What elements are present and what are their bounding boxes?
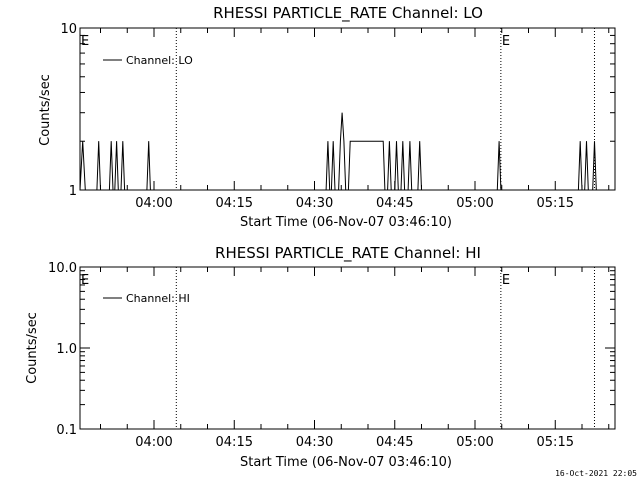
chart-title-hi: RHESSI PARTICLE_RATE Channel: HI xyxy=(215,244,481,263)
legend-label-lo: Channel: LO xyxy=(126,54,193,67)
event-marker-label: E xyxy=(81,273,89,288)
event-marker-label: E xyxy=(502,34,510,49)
y-ticks-hi: 10.0 1.0 0.1 xyxy=(48,261,615,438)
y-tick-label: 10 xyxy=(60,22,77,37)
series-line xyxy=(79,112,597,191)
x-axis-label-lo: Start Time (06-Nov-07 03:46:10) xyxy=(240,215,452,230)
x-tick-label: 04:15 xyxy=(216,196,253,211)
y-tick-label: 0.1 xyxy=(56,423,77,438)
y-ticks-lo: 1 10 xyxy=(60,22,615,199)
chart-title-lo: RHESSI PARTICLE_RATE Channel: LO xyxy=(213,4,483,23)
plot-frame-lo xyxy=(79,27,616,191)
x-tick-label: 05:00 xyxy=(456,196,493,211)
panel-lo: RHESSI PARTICLE_RATE Channel: LO Counts/… xyxy=(38,4,616,230)
x-tick-label: 05:00 xyxy=(456,435,493,450)
x-ticks-lo: 04:00 04:15 04:30 04:45 05:00 05:15 xyxy=(100,28,610,211)
y-tick-label: 1.0 xyxy=(56,342,77,357)
x-tick-label: 05:15 xyxy=(537,196,574,211)
x-tick-label: 05:15 xyxy=(537,435,574,450)
legend-label-hi: Channel: HI xyxy=(126,292,190,305)
x-tick-label: 04:45 xyxy=(376,435,413,450)
series-lo xyxy=(79,112,597,191)
footer-timestamp: 16-Oct-2021 22:05 xyxy=(555,469,637,478)
x-ticks-hi: 04:00 04:15 04:30 04:45 05:00 05:15 xyxy=(100,267,610,450)
y-tick-label: 10.0 xyxy=(48,261,77,276)
x-tick-label: 04:00 xyxy=(135,435,172,450)
panel-hi: RHESSI PARTICLE_RATE Channel: HI Counts/… xyxy=(25,244,616,470)
x-tick-label: 04:15 xyxy=(216,435,253,450)
x-tick-label: 04:45 xyxy=(376,196,413,211)
x-axis-label-hi: Start Time (06-Nov-07 03:46:10) xyxy=(240,455,452,470)
event-marker-label: E xyxy=(502,273,510,288)
x-tick-label: 04:30 xyxy=(296,435,333,450)
y-axis-label-lo: Counts/sec xyxy=(38,74,53,146)
x-tick-label: 04:30 xyxy=(296,196,333,211)
x-tick-label: 04:00 xyxy=(135,196,172,211)
y-axis-label-hi: Counts/sec xyxy=(25,312,40,384)
y-tick-label: 1 xyxy=(69,184,77,199)
event-marker-label: E xyxy=(81,34,89,49)
